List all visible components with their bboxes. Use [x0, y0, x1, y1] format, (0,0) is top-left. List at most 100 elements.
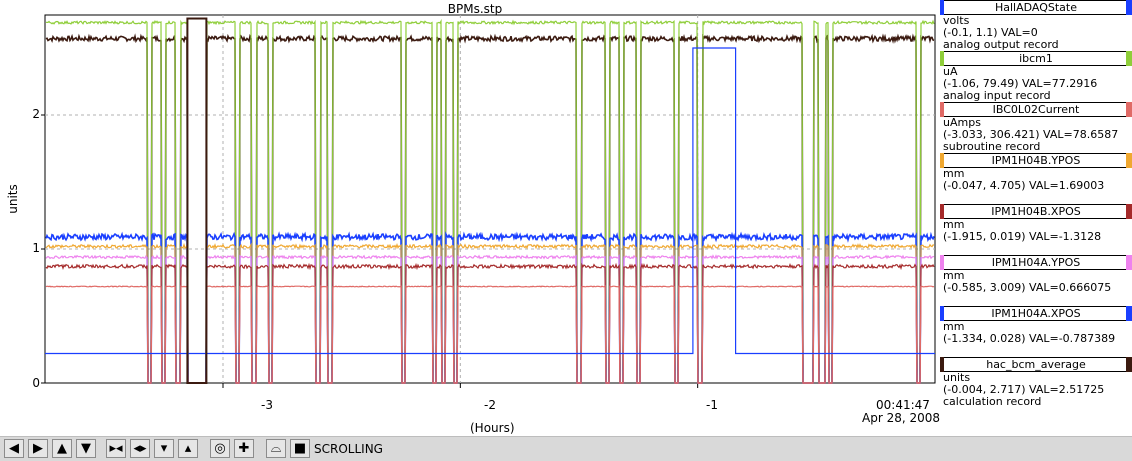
reset-icon: ⌓	[270, 441, 282, 456]
legend-color-swatch	[1126, 306, 1132, 321]
toolbar: ◀ ▶ ▲ ▼ ▸◂ ◂▸ ▾ ▴ ◎ ✚ ⌓ ■ SCROLLING	[0, 436, 1132, 461]
legend-item-range: (-1.06, 79.49) VAL=77.2916	[943, 77, 1098, 90]
pan-down-icon: ▼	[81, 441, 91, 456]
zoom-out-x-icon: ◂▸	[133, 441, 147, 456]
zoom-in-x-button[interactable]: ▸◂	[106, 439, 126, 458]
legend-item-units: mm	[943, 320, 965, 333]
add-icon: ✚	[238, 441, 250, 456]
legend-item[interactable]: IPM1H04B.XPOS mm (-1.915, 0.019) VAL=-1.31…	[940, 204, 1132, 255]
scroll-mode-button[interactable]: ■	[290, 439, 310, 458]
legend-item-name-box[interactable]: HallADAQState	[940, 0, 1132, 15]
legend-item-units: mm	[943, 167, 965, 180]
legend-item-name-box[interactable]: IPM1H04B.XPOS	[940, 204, 1132, 219]
legend-item-units: volts	[943, 14, 970, 27]
plot-title: BPMs.stp	[447, 2, 503, 16]
legend-color-swatch	[1126, 204, 1132, 219]
legend-color-swatch	[1126, 255, 1132, 270]
dropout-box	[186, 17, 208, 385]
zoom-out-y-icon: ▴	[184, 441, 192, 456]
scroll-status: SCROLLING	[314, 442, 383, 456]
zoom-in-y-button[interactable]: ▾	[154, 439, 174, 458]
legend-item-name: HallADAQState	[994, 1, 1078, 14]
pan-left-button[interactable]: ◀	[4, 439, 24, 458]
x-axis-label: (Hours)	[470, 421, 515, 435]
zoom-out-x-button[interactable]: ◂▸	[130, 439, 150, 458]
legend-item-name: IPM1H04B.YPOS	[991, 154, 1081, 167]
legend-color-swatch	[940, 102, 944, 117]
scroll-mode-icon: ■	[293, 441, 307, 456]
y-tick-label: 2	[32, 107, 40, 121]
pan-left-icon: ◀	[9, 441, 19, 456]
pan-right-icon: ▶	[33, 441, 43, 456]
pan-up-button[interactable]: ▲	[52, 439, 72, 458]
series-line-halladaqstate	[45, 47, 935, 355]
legend-item[interactable]: IPM1H04B.YPOS mm (-0.047, 4.705) VAL=1.690…	[940, 153, 1132, 204]
legend-color-swatch	[940, 204, 944, 219]
legend-item-name-box[interactable]: IBC0L02Current	[940, 102, 1132, 117]
legend-item-record: analog output record	[943, 38, 1059, 51]
legend-color-swatch	[940, 357, 944, 372]
legend-item-name: IPM1H04B.XPOS	[991, 205, 1081, 218]
legend-item-name-box[interactable]: IPM1H04B.YPOS	[940, 153, 1132, 168]
current-date-label: Apr 28, 2008	[862, 411, 941, 425]
legend-item[interactable]: IPM1H04A.YPOS mm (-0.585, 3.009) VAL=0.666…	[940, 255, 1132, 306]
strip-chart[interactable]	[0, 0, 940, 436]
y-tick-label: 0	[32, 376, 40, 390]
legend-color-swatch	[940, 153, 944, 168]
legend-color-swatch	[940, 0, 944, 15]
y-axis-label: units	[6, 184, 20, 214]
legend-item-name: IPM1H04A.YPOS	[991, 256, 1081, 269]
legend-item[interactable]: ibcm1 uA (-1.06, 79.49) VAL=77.2916 analog …	[940, 51, 1132, 102]
legend-item-name: IPM1H04A.XPOS	[991, 307, 1081, 320]
y-tick-label: 1	[32, 241, 40, 255]
zoom-out-y-button[interactable]: ▴	[178, 439, 198, 458]
pan-up-icon: ▲	[57, 441, 67, 456]
x-tick-label: -2	[484, 398, 496, 412]
legend-item-name: IBC0L02Current	[992, 103, 1080, 116]
legend-item[interactable]: IBC0L02Current uAmps (-3.033, 306.421) VAL…	[940, 102, 1132, 153]
legend-item-range: (-0.004, 2.717) VAL=2.51725	[943, 383, 1105, 396]
legend-item-units: uAmps	[943, 116, 981, 129]
legend: HallADAQState volts (-0.1, 1.1) VAL=0 analo…	[940, 0, 1132, 408]
legend-color-swatch	[1126, 51, 1132, 66]
legend-item-name-box[interactable]: IPM1H04A.YPOS	[940, 255, 1132, 270]
legend-item-range: (-0.585, 3.009) VAL=0.666075	[943, 281, 1112, 294]
legend-item-name: hac_bcm_average	[986, 358, 1086, 371]
legend-item-name-box[interactable]: ibcm1	[940, 51, 1132, 66]
autoscale-button[interactable]: ◎	[210, 439, 230, 458]
legend-item-name: ibcm1	[1019, 52, 1053, 65]
legend-color-swatch	[1126, 0, 1132, 15]
legend-item[interactable]: HallADAQState volts (-0.1, 1.1) VAL=0 analo…	[940, 0, 1132, 51]
autoscale-icon: ◎	[214, 441, 226, 456]
legend-item-units: uA	[943, 65, 958, 78]
legend-color-swatch	[1126, 153, 1132, 168]
legend-color-swatch	[940, 51, 944, 66]
pan-right-button[interactable]: ▶	[28, 439, 48, 458]
legend-item-range: (-0.047, 4.705) VAL=1.69003	[943, 179, 1105, 192]
x-tick-label: -3	[261, 398, 273, 412]
legend-item-units: mm	[943, 218, 965, 231]
zoom-in-y-icon: ▾	[160, 441, 168, 456]
add-button[interactable]: ✚	[234, 439, 254, 458]
legend-item-units: units	[943, 371, 971, 384]
legend-item-record: calculation record	[943, 395, 1042, 408]
legend-color-swatch	[940, 255, 944, 270]
legend-item-name-box[interactable]: IPM1H04A.XPOS	[940, 306, 1132, 321]
x-tick-label: -1	[706, 398, 718, 412]
legend-color-swatch	[1126, 102, 1132, 117]
legend-item-name-box[interactable]: hac_bcm_average	[940, 357, 1132, 372]
legend-item-units: mm	[943, 269, 965, 282]
zoom-in-x-icon: ▸◂	[109, 441, 123, 456]
current-time-label: 00:41:47	[876, 398, 930, 412]
legend-color-swatch	[940, 306, 944, 321]
pan-down-button[interactable]: ▼	[76, 439, 96, 458]
legend-item-record: subroutine record	[943, 140, 1041, 153]
reset-button[interactable]: ⌓	[266, 439, 286, 458]
legend-color-swatch	[1126, 357, 1132, 372]
legend-item-range: (-1.334, 0.028) VAL=-0.787389	[943, 332, 1116, 345]
legend-item-range: (-0.1, 1.1) VAL=0	[943, 26, 1038, 39]
plot-area	[44, 14, 936, 384]
legend-item-range: (-3.033, 306.421) VAL=78.6587	[943, 128, 1119, 141]
legend-item[interactable]: IPM1H04A.XPOS mm (-1.334, 0.028) VAL=-0.78…	[940, 306, 1132, 357]
